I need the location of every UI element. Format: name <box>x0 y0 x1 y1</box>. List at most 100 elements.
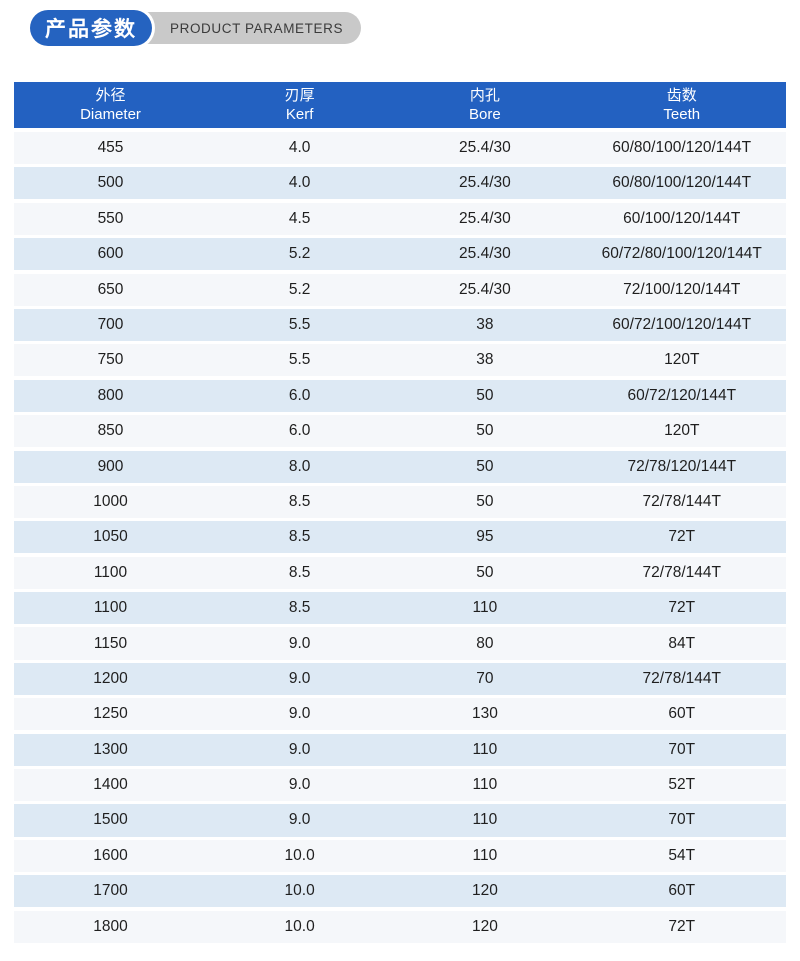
table-body: 455 4.0 25.4/30 60/80/100/120/144T 500 4.0 25.… <box>14 132 786 943</box>
table-cell: 750 <box>97 351 124 369</box>
table-cell: 130 <box>471 705 498 723</box>
table-cell: 550 <box>97 209 124 227</box>
table-cell: 70 <box>476 669 494 687</box>
column-header-teeth: 齿数 Teeth <box>578 86 786 125</box>
table-cell: 120 <box>471 882 498 900</box>
table-cell: 72/100/120/144T <box>623 280 741 298</box>
column-header-en: Diameter <box>80 106 141 123</box>
table-cell: 38 <box>476 351 494 369</box>
table-cell: 9.0 <box>288 669 311 687</box>
table-cell: 54T <box>668 846 696 864</box>
column-header-kerf: 刃厚 Kerf <box>207 86 392 125</box>
table-row: 1100 8.5 110 72T <box>14 592 786 625</box>
table-cell: 50 <box>476 563 494 581</box>
table-cell: 1150 <box>93 634 128 652</box>
table-cell: 110 <box>472 846 498 864</box>
table-cell: 1500 <box>93 811 128 829</box>
table-cell: 650 <box>97 280 124 298</box>
table-cell: 72T <box>668 528 696 546</box>
column-header-en: Bore <box>469 106 501 123</box>
table-cell: 25.4/30 <box>459 174 511 192</box>
table-cell: 10.0 <box>284 846 315 864</box>
table-cell: 95 <box>476 528 494 546</box>
table-cell: 25.4/30 <box>459 139 511 157</box>
table-cell: 4.0 <box>288 139 311 157</box>
table-cell: 60/72/80/100/120/144T <box>601 245 762 263</box>
table-cell: 50 <box>476 492 494 510</box>
column-header-en: Teeth <box>663 106 701 123</box>
table-cell: 1400 <box>93 776 128 794</box>
table-cell: 8.5 <box>288 528 311 546</box>
table-row: 1200 9.0 70 72/78/144T <box>14 662 786 695</box>
table-cell: 72/78/144T <box>642 669 721 687</box>
table-cell: 9.0 <box>288 634 311 652</box>
table-cell: 25.4/30 <box>459 245 511 263</box>
section-title-zh: 产品参数 <box>30 10 152 46</box>
table-cell: 60/80/100/120/144T <box>612 139 752 157</box>
table-row: 600 5.2 25.4/30 60/72/80/100/120/144T <box>14 238 786 271</box>
column-header-bore: 内孔 Bore <box>392 86 577 125</box>
table-row: 1100 8.5 50 72/78/144T <box>14 556 786 589</box>
column-header-zh: 刃厚 <box>284 86 315 104</box>
table-cell: 8.5 <box>288 492 311 510</box>
table-cell: 72/78/144T <box>642 492 721 510</box>
table-cell: 25.4/30 <box>459 209 511 227</box>
table-cell: 110 <box>472 776 498 794</box>
table-cell: 110 <box>472 740 498 758</box>
table-cell: 52T <box>668 776 696 794</box>
table-cell: 900 <box>97 457 124 475</box>
column-header-zh: 内孔 <box>469 86 500 104</box>
table-row: 750 5.5 38 120T <box>14 344 786 377</box>
table-cell: 120 <box>471 917 498 935</box>
table-cell: 60T <box>668 882 696 900</box>
table-cell: 60/72/100/120/144T <box>612 316 752 333</box>
table-row: 1000 8.5 50 72/78/144T <box>14 485 786 518</box>
table-cell: 120T <box>664 351 700 369</box>
table-cell: 80 <box>476 634 494 652</box>
table-cell: 9.0 <box>288 776 311 794</box>
table-cell: 600 <box>97 245 124 263</box>
table-cell: 4.0 <box>288 174 311 192</box>
parameters-table: 外径 Diameter 刃厚 Kerf 内孔 Bore 齿数 Teeth 455… <box>14 82 786 946</box>
table-cell: 10.0 <box>284 882 315 900</box>
table-cell: 700 <box>97 316 124 333</box>
table-cell: 850 <box>97 422 124 440</box>
table-row: 550 4.5 25.4/30 60/100/120/144T <box>14 202 786 235</box>
table-cell: 5.5 <box>288 316 311 333</box>
table-cell: 9.0 <box>288 705 311 723</box>
table-cell: 60/100/120/144T <box>623 209 741 227</box>
table-cell: 50 <box>476 386 494 404</box>
table-row: 500 4.0 25.4/30 60/80/100/120/144T <box>14 167 786 200</box>
table-cell: 1100 <box>93 563 128 581</box>
table-cell: 60/80/100/120/144T <box>612 174 752 192</box>
table-cell: 72T <box>668 917 696 935</box>
table-cell: 110 <box>472 599 498 617</box>
table-cell: 455 <box>97 139 124 157</box>
table-cell: 38 <box>476 316 494 333</box>
table-cell: 4.5 <box>288 209 311 227</box>
table-cell: 1300 <box>93 740 128 758</box>
table-cell: 120T <box>664 422 700 440</box>
table-cell: 1050 <box>93 528 128 546</box>
table-cell: 9.0 <box>288 811 311 829</box>
table-cell: 1600 <box>93 846 128 864</box>
table-cell: 6.0 <box>288 422 311 440</box>
table-row: 1050 8.5 95 72T <box>14 521 786 554</box>
column-header-zh: 齿数 <box>666 86 697 104</box>
table-row: 800 6.0 50 60/72/120/144T <box>14 379 786 412</box>
table-row: 455 4.0 25.4/30 60/80/100/120/144T <box>14 132 786 165</box>
table-cell: 9.0 <box>288 740 311 758</box>
table-cell: 70T <box>668 740 696 758</box>
table-row: 900 8.0 50 72/78/120/144T <box>14 450 786 483</box>
table-row: 1700 10.0 120 60T <box>14 875 786 908</box>
table-cell: 50 <box>476 457 494 475</box>
table-cell: 1200 <box>93 669 128 687</box>
table-row: 1250 9.0 130 60T <box>14 698 786 731</box>
table-row: 650 5.2 25.4/30 72/100/120/144T <box>14 273 786 306</box>
table-row: 1800 10.0 120 72T <box>14 910 786 943</box>
table-cell: 5.5 <box>288 351 311 369</box>
table-cell: 10.0 <box>284 917 315 935</box>
column-header-zh: 外径 <box>95 86 126 104</box>
section-title-en: PRODUCT PARAMETERS <box>170 20 344 36</box>
